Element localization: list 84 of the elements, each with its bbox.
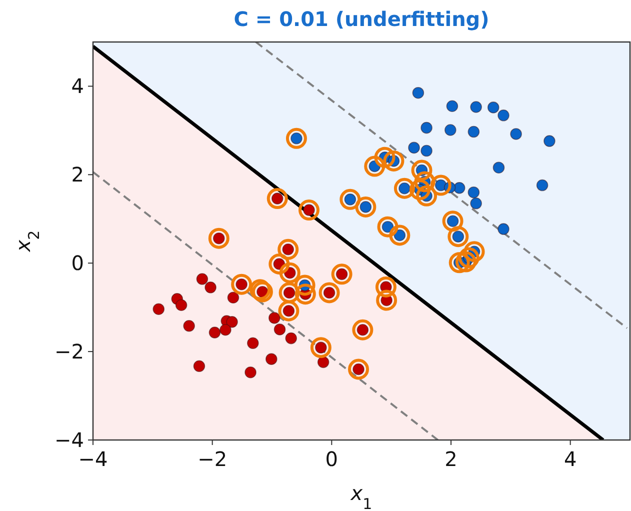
point	[352, 319, 374, 340]
point	[331, 264, 352, 285]
point	[318, 282, 340, 304]
point	[464, 241, 485, 262]
point	[448, 252, 470, 274]
point	[414, 171, 436, 192]
point	[470, 198, 482, 210]
point	[510, 128, 522, 140]
point	[411, 160, 432, 181]
point	[266, 353, 278, 365]
point	[458, 247, 480, 268]
point	[268, 312, 280, 324]
point	[470, 101, 482, 113]
point	[448, 226, 469, 248]
point	[227, 292, 240, 304]
point	[416, 185, 438, 206]
point	[175, 299, 188, 312]
point	[420, 144, 432, 157]
point	[355, 196, 376, 218]
point	[278, 300, 300, 322]
point	[220, 324, 232, 336]
point	[412, 86, 424, 99]
point	[442, 210, 464, 232]
point	[364, 156, 386, 177]
point	[536, 179, 548, 192]
point	[408, 142, 420, 154]
point	[348, 358, 370, 380]
x-tick-label: −2	[198, 447, 228, 471]
point	[266, 188, 288, 210]
point	[544, 135, 556, 147]
x-tick-label: 0	[325, 447, 338, 471]
point	[317, 356, 330, 368]
y-tick-label: −2	[54, 340, 84, 364]
x-tick-label: 4	[564, 447, 577, 471]
point	[453, 182, 466, 194]
point	[455, 251, 476, 272]
point	[389, 224, 410, 246]
point	[279, 262, 300, 284]
point	[375, 276, 396, 298]
point	[285, 332, 297, 344]
point	[274, 324, 286, 336]
point	[268, 253, 290, 274]
point	[409, 179, 430, 200]
y-tick-label: −4	[54, 428, 84, 452]
point	[468, 126, 480, 138]
point	[208, 326, 221, 338]
point	[278, 238, 299, 260]
y-tick-label: 2	[71, 162, 84, 187]
point	[444, 124, 456, 136]
point	[383, 150, 404, 172]
x-tick-label: 2	[444, 447, 458, 471]
point	[208, 228, 230, 249]
point	[376, 290, 398, 311]
point	[374, 146, 396, 168]
point	[244, 366, 256, 378]
point	[294, 274, 316, 296]
chart-title: C = 0.01 (underfitting)	[234, 7, 490, 31]
point	[294, 284, 316, 305]
point	[394, 178, 415, 199]
point	[196, 273, 208, 285]
point	[340, 188, 361, 210]
point	[298, 200, 320, 221]
point	[193, 360, 206, 372]
point	[498, 223, 510, 235]
point	[226, 316, 238, 328]
x-axis-title: x$_{1}$	[350, 481, 372, 511]
y-tick-label: 4	[71, 74, 84, 98]
point	[310, 337, 332, 358]
point	[183, 320, 195, 332]
point	[498, 110, 510, 122]
point	[204, 282, 216, 294]
point	[446, 100, 458, 112]
point	[468, 186, 480, 198]
point	[430, 174, 452, 196]
point	[247, 337, 259, 350]
point	[231, 274, 252, 295]
point	[492, 162, 505, 174]
point	[487, 102, 500, 114]
y-tick-label: 0	[71, 251, 84, 276]
point	[152, 303, 165, 315]
point	[286, 128, 307, 149]
point	[278, 282, 300, 304]
point	[420, 122, 432, 134]
point	[377, 216, 398, 238]
